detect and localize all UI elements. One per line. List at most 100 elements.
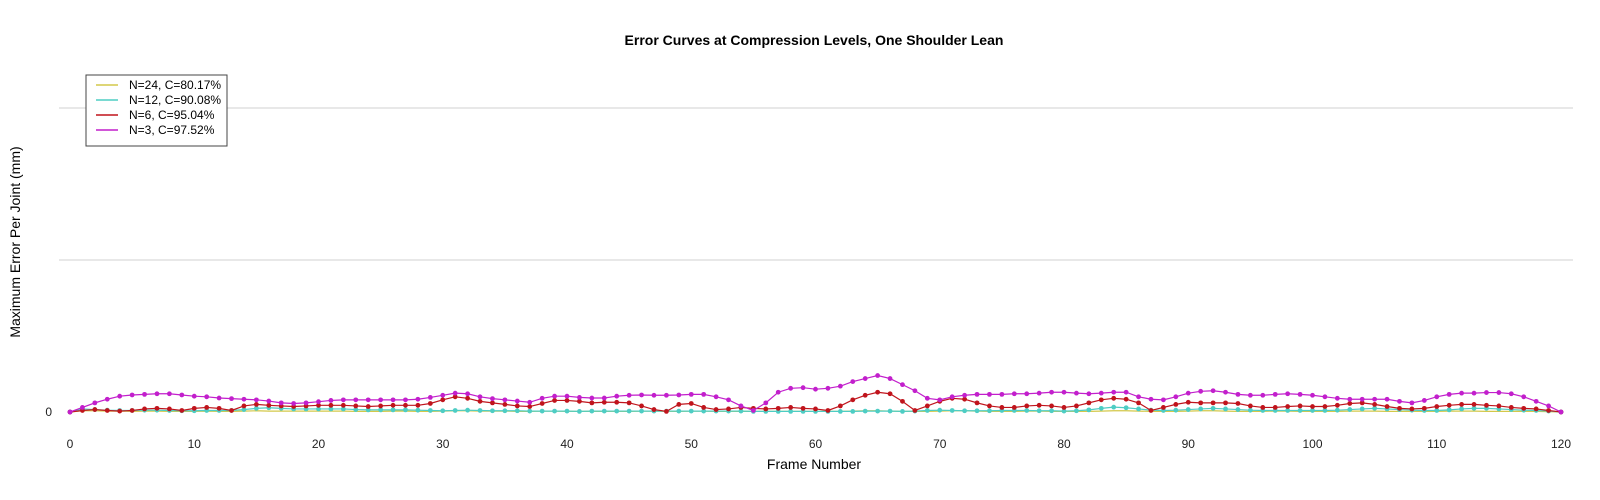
data-point: [452, 408, 458, 413]
data-point: [912, 388, 918, 394]
x-tick-label: 90: [1182, 437, 1196, 451]
data-point: [750, 408, 756, 413]
data-point: [490, 400, 495, 406]
data-point: [788, 408, 794, 414]
data-point: [900, 408, 905, 414]
data-point: [204, 405, 210, 410]
data-point: [490, 396, 495, 402]
data-point: [129, 392, 135, 398]
data-point: [80, 405, 85, 410]
series-layer: [67, 373, 1564, 415]
data-point: [1484, 390, 1489, 395]
data-point: [427, 395, 433, 400]
data-point: [1496, 403, 1502, 409]
data-point: [1496, 390, 1502, 395]
data-point: [1484, 402, 1489, 408]
tick-layer: 0 10 20 30 40 50 60 70 80 90 100 110 120 0: [45, 405, 1571, 451]
data-point: [1136, 394, 1141, 400]
data-point: [1459, 406, 1464, 412]
x-tick-label: 80: [1057, 437, 1071, 451]
data-point: [1123, 396, 1129, 402]
legend-label: N=24, C=80.17%: [129, 78, 221, 92]
data-point: [1185, 399, 1191, 405]
legend-label: N=12, C=90.08%: [129, 93, 221, 107]
data-point: [1086, 400, 1092, 406]
data-point: [365, 397, 371, 403]
legend-label: N=6, C=95.04%: [129, 108, 215, 122]
y-tick-label: 0: [45, 405, 52, 419]
data-point: [1086, 407, 1092, 413]
data-point: [1397, 405, 1402, 411]
x-tick-label: 120: [1551, 437, 1571, 451]
data-point: [1285, 391, 1291, 397]
data-point: [962, 392, 967, 398]
legend-box: [85, 74, 228, 147]
data-point: [974, 391, 980, 397]
data-point: [1148, 408, 1154, 413]
data-point: [614, 399, 620, 405]
data-point: [564, 393, 570, 399]
data-point: [688, 401, 694, 406]
data-point: [900, 382, 905, 388]
data-point: [937, 397, 943, 403]
data-point: [1185, 407, 1191, 412]
data-point: [589, 400, 595, 406]
data-point: [452, 394, 458, 400]
x-tick-label: 0: [67, 437, 74, 451]
data-point: [987, 408, 992, 414]
data-point: [862, 376, 868, 381]
data-point: [340, 402, 346, 408]
data-point: [390, 402, 396, 408]
data-point: [1347, 407, 1353, 412]
data-point: [1123, 405, 1129, 411]
data-point: [1471, 390, 1477, 396]
data-point: [924, 408, 930, 413]
data-point: [1359, 400, 1365, 406]
data-point: [390, 407, 396, 413]
data-point: [837, 383, 843, 389]
data-point: [1359, 406, 1365, 412]
data-point: [266, 398, 272, 404]
data-point: [601, 399, 607, 405]
data-point: [651, 392, 657, 398]
data-point: [875, 373, 881, 378]
data-point: [502, 397, 508, 403]
data-point: [1061, 408, 1067, 414]
data-point: [937, 407, 943, 413]
data-point: [887, 376, 893, 381]
data-point: [1049, 403, 1054, 409]
data-point: [67, 409, 73, 415]
x-tick-label: 70: [933, 437, 947, 451]
data-point: [1061, 389, 1067, 395]
data-point: [701, 391, 707, 397]
data-point: [1074, 408, 1079, 414]
data-point: [1260, 392, 1266, 398]
data-point: [1297, 391, 1303, 397]
data-point: [104, 408, 110, 413]
data-point: [1297, 408, 1303, 413]
data-point: [1471, 405, 1477, 411]
data-point: [142, 391, 147, 397]
data-point: [253, 397, 259, 403]
data-point: [328, 406, 334, 412]
data-point: [800, 385, 806, 391]
data-point: [390, 397, 396, 403]
series-4: [67, 373, 1564, 415]
data-point: [316, 399, 321, 405]
data-point: [1074, 403, 1079, 409]
data-point: [1049, 408, 1054, 414]
data-point: [999, 391, 1005, 397]
data-point: [1409, 400, 1415, 406]
data-point: [577, 398, 582, 404]
data-point: [639, 408, 644, 414]
data-point: [1024, 403, 1030, 409]
data-point: [837, 408, 843, 414]
y-axis-label: Maximum Error Per Joint (mm): [7, 146, 23, 337]
data-point: [1322, 404, 1328, 409]
data-point: [589, 408, 595, 414]
data-point: [1136, 406, 1141, 412]
x-tick-label: 100: [1302, 437, 1322, 451]
data-point: [1297, 403, 1303, 409]
data-point: [1334, 407, 1340, 413]
data-point: [427, 408, 433, 413]
